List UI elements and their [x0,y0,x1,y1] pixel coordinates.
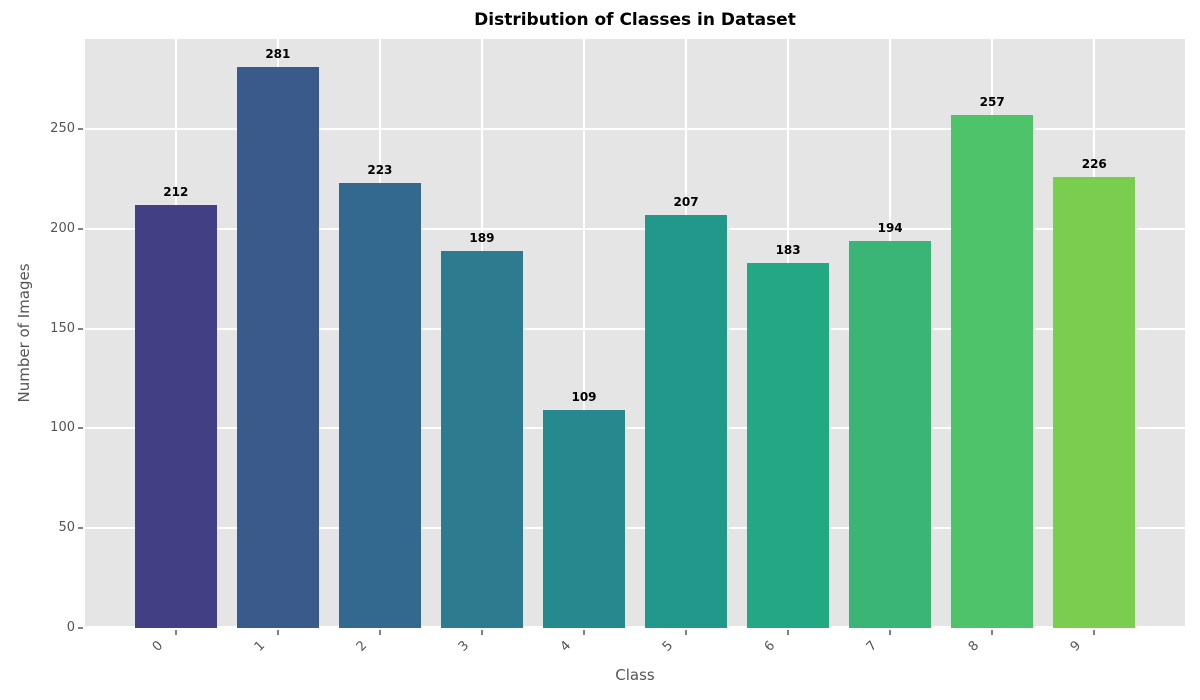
bar-value-label: 194 [877,220,903,235]
y-gridline [85,127,1185,130]
x-tick-label: 0 [149,638,167,655]
x-tick-label: 8 [965,638,983,655]
bar-value-label: 226 [1081,156,1107,171]
chart-title: Distribution of Classes in Dataset [474,10,796,30]
x-tick-mark [378,630,381,635]
bar-class-2 [338,182,421,628]
y-tick-label: 100 [50,420,75,436]
x-tick-mark [991,630,994,635]
x-tick-label: 9 [1068,638,1085,655]
y-gridline [85,227,1185,230]
y-tick-mark [78,227,83,230]
bar-value-label: 212 [163,184,189,199]
x-tick-label: 3 [455,638,473,655]
x-tick-label: 2 [353,638,371,655]
y-tick-label: 250 [50,120,75,136]
bar-class-4 [543,410,625,628]
x-tick-label: 5 [659,638,677,655]
x-axis-label: Class [615,666,655,684]
y-axis-label: Number of Images [15,263,33,403]
x-tick-mark [685,630,688,635]
bar-value-label: 207 [673,194,699,209]
y-tick-label: 0 [66,620,75,635]
bar-value-label: 183 [775,242,801,257]
bar-class-5 [645,214,728,628]
bar-class-6 [747,262,830,628]
bar-class-8 [951,114,1034,628]
bar-class-0 [134,204,217,628]
x-tick-label: 1 [251,638,269,655]
y-tick-mark [78,627,83,629]
x-tick-mark [889,630,892,635]
y-tick-label: 150 [50,320,75,336]
y-tick-label: 200 [50,220,75,236]
x-tick-label: 6 [761,638,779,655]
y-tick-mark [78,427,83,430]
bar-class-3 [440,250,523,628]
x-tick-mark [174,630,177,635]
y-tick-mark [78,127,83,130]
bar-value-label: 281 [265,46,291,61]
bar-value-label: 257 [979,94,1005,109]
x-tick-mark [1093,630,1096,635]
plot-area: 212 281 223 189 109 207 183 194 257 226 [85,39,1185,628]
bar-class-7 [849,240,932,628]
x-tick-label: 7 [863,638,881,655]
bar-value-label: 223 [367,162,393,177]
y-gridline [85,626,1185,628]
y-tick-mark [78,527,83,530]
x-tick-mark [583,630,585,635]
x-tick-mark [787,630,790,635]
y-tick-label: 50 [58,520,75,536]
bar-class-9 [1053,176,1136,628]
y-gridline [85,527,1185,530]
x-tick-mark [276,630,279,635]
y-gridline [85,427,1185,430]
x-gridline [583,39,585,628]
bar-value-label: 109 [571,390,597,405]
x-tick-label: 4 [557,638,575,655]
y-tick-mark [78,327,83,330]
bar-class-1 [236,66,319,628]
x-tick-mark [480,630,483,635]
y-gridline [85,327,1185,330]
bar-value-label: 189 [469,230,495,245]
